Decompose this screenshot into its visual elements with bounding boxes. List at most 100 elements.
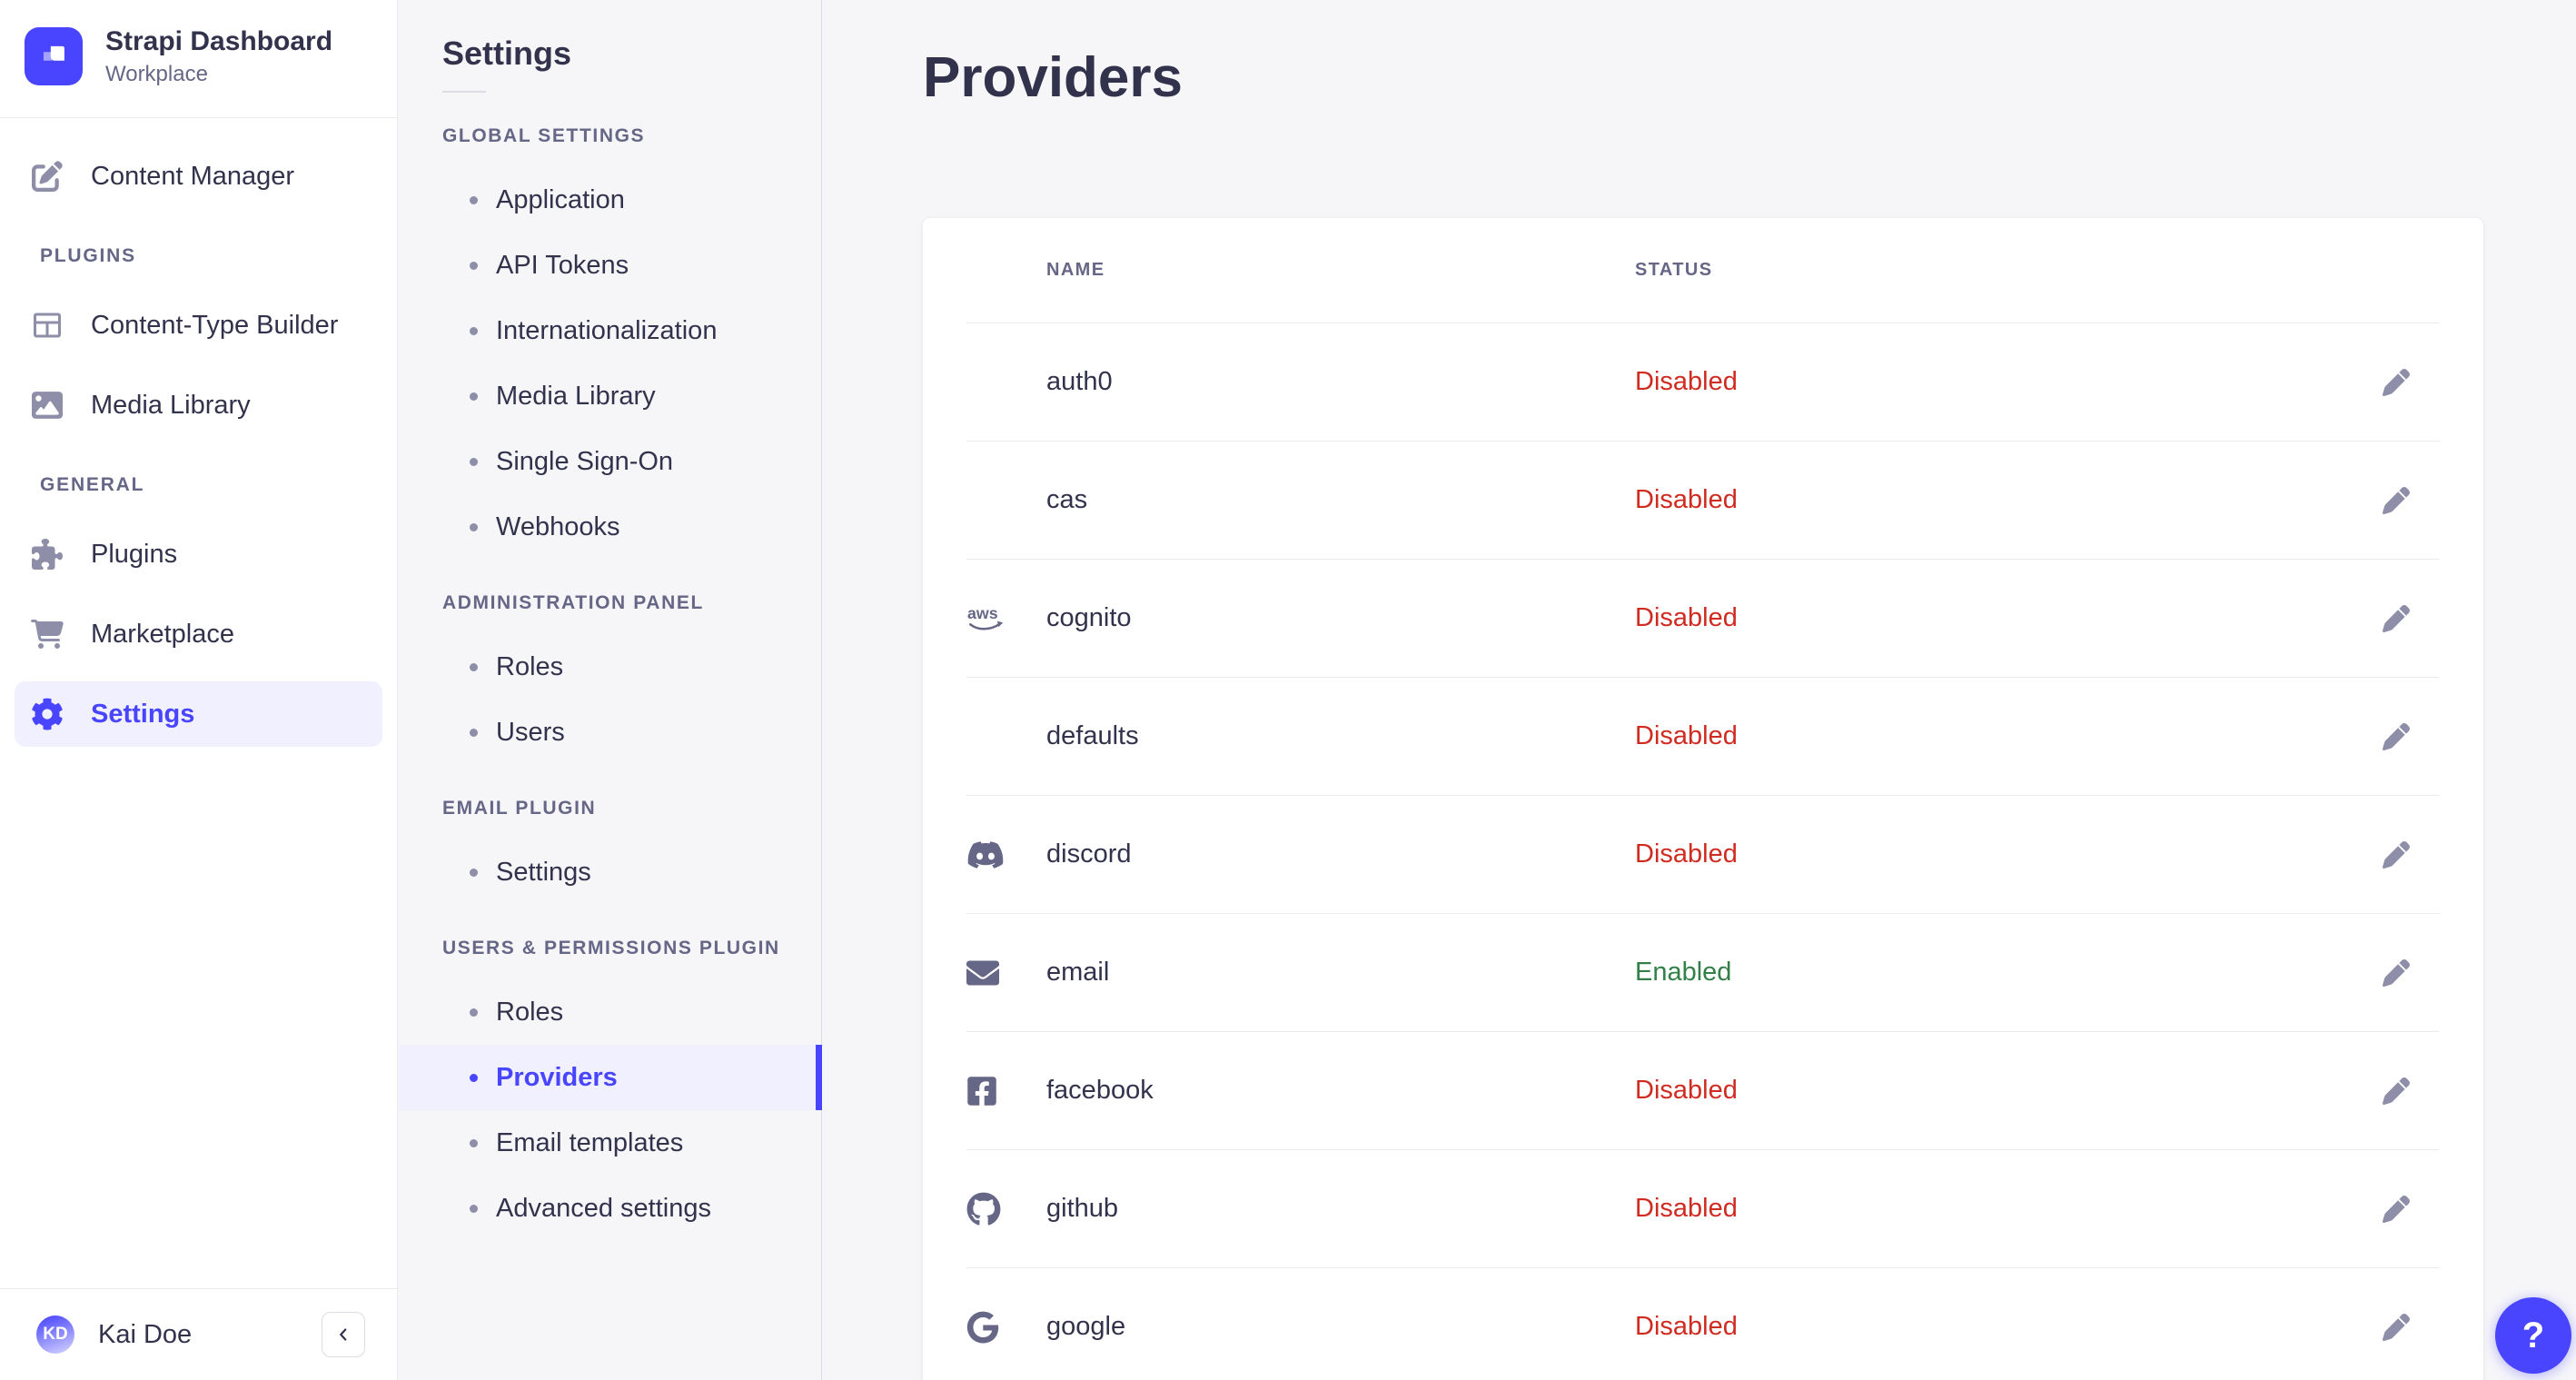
bullet-icon	[470, 457, 478, 466]
sidebar-item-plugins[interactable]: Plugins	[15, 521, 382, 587]
table-row-auth0: auth0 Disabled	[966, 323, 2440, 442]
github-icon	[966, 1192, 1046, 1226]
sidebar-item-media-library[interactable]: Media Library	[15, 372, 382, 438]
pencil-icon	[2383, 605, 2410, 632]
main-content: Providers NAME STATUS auth0 Disabled cas…	[822, 0, 2576, 1380]
sidebar-item-marketplace[interactable]: Marketplace	[15, 601, 382, 667]
provider-status: Disabled	[1635, 1312, 1738, 1342]
sidebar-item-content-type-builder[interactable]: Content-Type Builder	[15, 293, 382, 358]
avatar: KD	[36, 1315, 74, 1354]
subnav-item-providers[interactable]: Providers	[399, 1045, 822, 1110]
provider-name: email	[1046, 958, 1110, 988]
subnav-item-admin-users[interactable]: Users	[399, 700, 821, 765]
edit-provider-button[interactable]	[2363, 1295, 2429, 1360]
subnav-section-email-plugin: EMAIL PLUGIN	[442, 798, 597, 819]
subnav-item-webhooks[interactable]: Webhooks	[399, 494, 821, 560]
divider	[442, 91, 486, 93]
table-header-row: NAME STATUS	[966, 218, 2440, 324]
subnav-section-users-permissions-plugin: USERS & PERMISSIONS PLUGIN	[442, 938, 780, 958]
subnav-item-single-sign-on[interactable]: Single Sign-On	[399, 429, 821, 494]
pencil-icon	[2383, 487, 2410, 514]
subnav-section-administration-panel: ADMINISTRATION PANEL	[442, 592, 704, 613]
main-nav-list: Content Manager PLUGINS Content-Type Bui…	[0, 118, 397, 1288]
bullet-icon	[470, 662, 478, 671]
table-row-cas: cas Disabled	[966, 442, 2440, 561]
sidebar-item-content-manager[interactable]: Content Manager	[15, 144, 382, 209]
provider-name: auth0	[1046, 367, 1113, 397]
app-title: Strapi Dashboard	[105, 26, 333, 56]
facebook-icon	[966, 1075, 1046, 1107]
pencil-icon	[2383, 841, 2410, 869]
subnav-item-media-library[interactable]: Media Library	[399, 363, 821, 429]
subnav-item-email-templates[interactable]: Email templates	[399, 1110, 821, 1176]
subnav-title: Settings	[442, 35, 572, 72]
provider-status: Disabled	[1635, 485, 1738, 515]
bullet-icon	[470, 1138, 478, 1147]
bullet-icon	[470, 522, 478, 531]
sidebar-item-settings[interactable]: Settings	[15, 681, 382, 747]
edit-provider-button[interactable]	[2363, 350, 2429, 415]
table-row-cognito: cognito Disabled	[966, 560, 2440, 679]
media-library-icon	[29, 387, 65, 423]
table-row-google: google Disabled	[966, 1268, 2440, 1380]
edit-provider-button[interactable]	[2363, 822, 2429, 888]
table-row-defaults: defaults Disabled	[966, 678, 2440, 797]
subnav-item-up-roles[interactable]: Roles	[399, 979, 821, 1045]
bullet-icon	[470, 326, 478, 335]
subnav-section-global-settings: GLOBAL SETTINGS	[442, 125, 646, 146]
provider-name: facebook	[1046, 1076, 1154, 1106]
edit-provider-button[interactable]	[2363, 704, 2429, 769]
provider-status: Enabled	[1635, 958, 1732, 988]
provider-name: discord	[1046, 839, 1132, 869]
provider-name: defaults	[1046, 721, 1139, 751]
edit-provider-button[interactable]	[2363, 1058, 2429, 1124]
column-header-name: NAME	[1046, 260, 1105, 281]
nav-section-general: GENERAL	[40, 474, 145, 495]
table-row-email: email Enabled	[966, 914, 2440, 1033]
pencil-icon	[2383, 1196, 2410, 1223]
provider-status: Disabled	[1635, 1076, 1738, 1106]
provider-status: Disabled	[1635, 367, 1738, 397]
settings-gear-icon	[29, 696, 65, 732]
provider-name: github	[1046, 1194, 1119, 1224]
user-name: Kai Doe	[98, 1319, 193, 1349]
workspace-header[interactable]: Strapi Dashboard Workplace	[0, 0, 397, 117]
table-row-facebook: facebook Disabled	[966, 1032, 2440, 1151]
bullet-icon	[470, 728, 478, 737]
pencil-icon	[2383, 1077, 2410, 1105]
edit-provider-button[interactable]	[2363, 940, 2429, 1006]
edit-provider-button[interactable]	[2363, 1176, 2429, 1242]
subnav-item-internationalization[interactable]: Internationalization	[399, 298, 821, 363]
chevron-left-icon	[333, 1325, 353, 1345]
table-row-github: github Disabled	[966, 1150, 2440, 1269]
column-header-status: STATUS	[1635, 260, 1713, 281]
pencil-icon	[2383, 959, 2410, 987]
nav-section-plugins: PLUGINS	[40, 245, 136, 266]
subnav-item-application[interactable]: Application	[399, 167, 821, 233]
collapse-sidebar-button[interactable]	[322, 1312, 365, 1357]
provider-status: Disabled	[1635, 1194, 1738, 1224]
marketplace-icon	[29, 616, 65, 652]
bullet-icon	[470, 1204, 478, 1213]
pencil-icon	[2383, 369, 2410, 396]
divider	[0, 117, 397, 118]
subnav-item-advanced-settings[interactable]: Advanced settings	[399, 1176, 821, 1241]
subnav-item-api-tokens[interactable]: API Tokens	[399, 233, 821, 298]
content-manager-icon	[29, 158, 65, 194]
discord-icon	[966, 839, 1046, 870]
table-row-discord: discord Disabled	[966, 796, 2440, 915]
provider-status: Disabled	[1635, 721, 1738, 751]
edit-provider-button[interactable]	[2363, 586, 2429, 651]
workspace-name: Workplace	[105, 62, 208, 86]
strapi-logo	[25, 27, 83, 85]
subnav-item-admin-roles[interactable]: Roles	[399, 634, 821, 700]
help-button[interactable]: ?	[2495, 1297, 2571, 1374]
bullet-icon	[470, 1073, 478, 1082]
provider-name: cognito	[1046, 603, 1132, 633]
provider-status: Disabled	[1635, 839, 1738, 869]
user-row: KD Kai Doe	[0, 1288, 397, 1380]
providers-table-card: NAME STATUS auth0 Disabled cas Disabled …	[923, 218, 2483, 1380]
main-sidebar: Strapi Dashboard Workplace Content Manag…	[0, 0, 398, 1380]
edit-provider-button[interactable]	[2363, 468, 2429, 533]
subnav-item-email-settings[interactable]: Settings	[399, 839, 821, 905]
